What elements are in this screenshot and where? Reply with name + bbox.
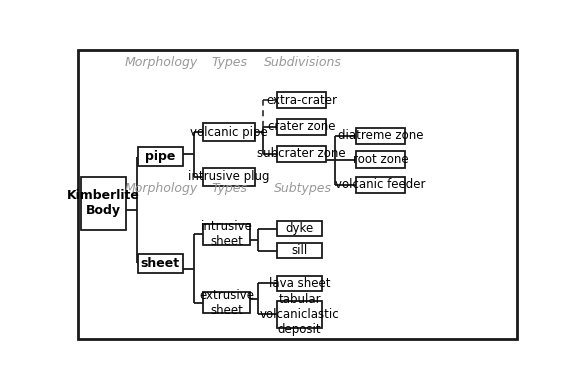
FancyBboxPatch shape (277, 221, 322, 236)
Text: volcanic pipe: volcanic pipe (190, 126, 267, 139)
FancyBboxPatch shape (277, 276, 322, 291)
Text: intrusive plug: intrusive plug (188, 170, 270, 183)
Text: Types: Types (212, 56, 248, 69)
Text: volcanic feeder: volcanic feeder (335, 178, 426, 191)
FancyBboxPatch shape (78, 50, 517, 339)
Text: crater zone: crater zone (268, 121, 335, 134)
FancyBboxPatch shape (203, 292, 250, 313)
FancyBboxPatch shape (137, 147, 183, 166)
Text: extrusive
sheet: extrusive sheet (199, 289, 254, 316)
FancyBboxPatch shape (277, 243, 322, 258)
Text: dyke: dyke (285, 222, 314, 235)
Text: root zone: root zone (353, 153, 408, 166)
Text: intrusive
sheet: intrusive sheet (201, 221, 252, 248)
FancyBboxPatch shape (356, 128, 405, 144)
FancyBboxPatch shape (277, 92, 327, 109)
Text: tabular
volcaniclastic
deposit: tabular volcaniclastic deposit (260, 293, 339, 336)
Text: Types: Types (212, 182, 248, 195)
FancyBboxPatch shape (277, 146, 327, 162)
FancyBboxPatch shape (277, 301, 322, 328)
Text: Subdivisions: Subdivisions (264, 56, 342, 69)
FancyBboxPatch shape (277, 119, 327, 135)
Text: Subtypes: Subtypes (274, 182, 332, 195)
FancyBboxPatch shape (203, 123, 255, 141)
Text: sheet: sheet (140, 257, 180, 270)
FancyBboxPatch shape (356, 177, 405, 193)
Text: lava sheet: lava sheet (269, 277, 330, 290)
FancyBboxPatch shape (137, 254, 183, 273)
Text: extra-crater: extra-crater (266, 94, 337, 107)
Text: diatreme zone: diatreme zone (338, 129, 423, 142)
FancyBboxPatch shape (81, 177, 125, 230)
Text: Morphology: Morphology (125, 56, 198, 69)
Text: pipe: pipe (145, 150, 175, 163)
FancyBboxPatch shape (203, 168, 255, 186)
Text: sill: sill (291, 244, 307, 257)
Text: subcrater zone: subcrater zone (258, 147, 346, 160)
Text: Morphology: Morphology (125, 182, 198, 195)
FancyBboxPatch shape (203, 224, 250, 245)
FancyBboxPatch shape (356, 151, 405, 168)
Text: Kimberlite
Body: Kimberlite Body (67, 189, 140, 217)
